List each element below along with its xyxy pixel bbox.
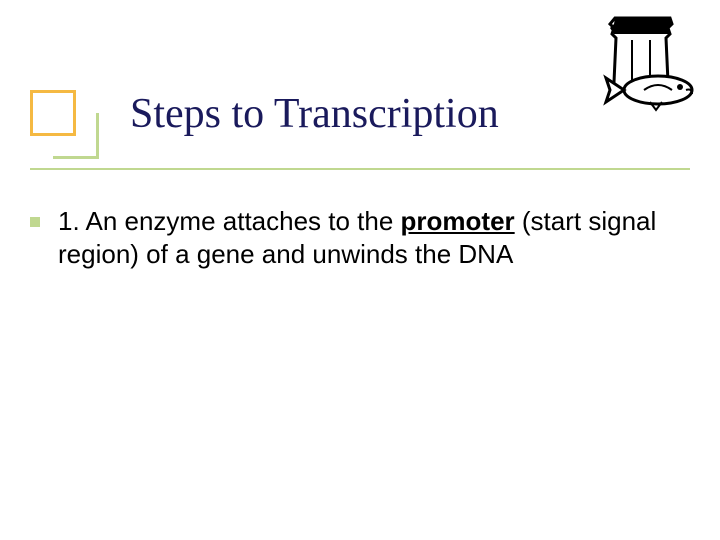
fish-in-bag-icon <box>580 12 700 112</box>
bullet-text-pre: 1. An enzyme attaches to the <box>58 206 401 236</box>
slide: Steps to Transcription 1. An enzyme atta… <box>0 0 720 540</box>
bullet-text-emphasis: promoter <box>401 206 515 236</box>
bullet-item: 1. An enzyme attaches to the promoter (s… <box>30 205 680 270</box>
square-bullet-icon <box>30 217 40 227</box>
body-content: 1. An enzyme attaches to the promoter (s… <box>30 205 680 270</box>
title-underline <box>30 168 690 170</box>
accent-square-inner <box>53 113 99 159</box>
bullet-text: 1. An enzyme attaches to the promoter (s… <box>58 205 680 270</box>
slide-title: Steps to Transcription <box>130 90 499 138</box>
